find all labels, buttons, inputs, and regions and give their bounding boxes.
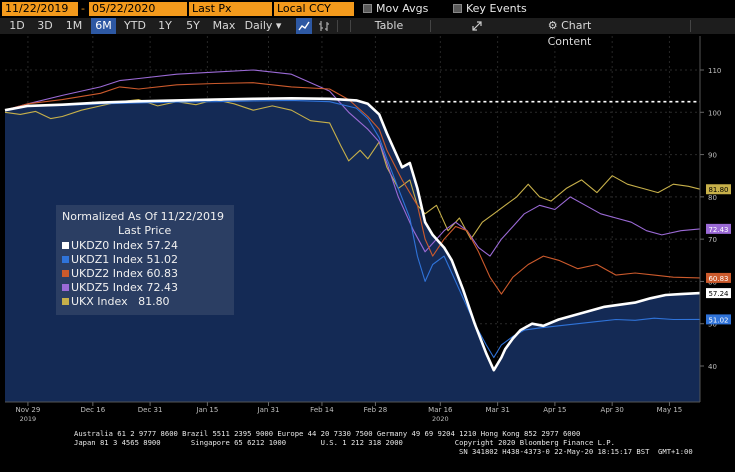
ukdz1-last-value-label: 51.02 — [708, 316, 728, 324]
ukdz1-series-line — [4, 99, 701, 359]
legend-item-label: UKDZ5 Index 72.43 — [71, 281, 179, 294]
x-tick-label: Nov 29 — [16, 406, 41, 414]
price-field-dropdown[interactable]: Last Px — [189, 2, 272, 16]
x-tick-label: Apr 15 — [543, 406, 566, 414]
chart-content-label: Chart Content — [547, 19, 592, 48]
y-tick-label: 70 — [708, 236, 717, 244]
ukx-last-value-label: 81.80 — [708, 186, 728, 194]
legend-item-label: UKDZ0 Index 57.24 — [71, 239, 179, 252]
x-tick-label: May 15 — [657, 406, 683, 414]
x-tick-label: Feb 28 — [364, 406, 388, 414]
period-6m[interactable]: 6M — [91, 18, 116, 34]
toolbar-divider — [337, 20, 338, 32]
legend-item[interactable]: UKX Index 81.80 — [62, 295, 170, 308]
line-chart-icon[interactable] — [296, 18, 312, 34]
legend-item-label: UKX Index 81.80 — [71, 295, 170, 308]
date-range-dash: - — [81, 2, 85, 15]
chevron-down-icon: ▾ — [275, 19, 282, 32]
legend-swatch — [62, 256, 69, 263]
toolbar-divider — [350, 20, 351, 32]
x-tick-label: Jan 31 — [257, 406, 280, 414]
footer-copyright-line: Japan 81 3 4565 8900 Singapore 65 6212 1… — [74, 438, 615, 447]
x-tick-label: Apr 30 — [601, 406, 624, 414]
x-tick-label: Dec 16 — [80, 406, 105, 414]
series-layer — [4, 69, 701, 372]
start-date-field[interactable]: 11/22/2019 — [2, 2, 78, 16]
y-tick-label: 50 — [708, 321, 717, 329]
legend-item[interactable]: UKDZ0 Index 57.24 — [62, 239, 178, 252]
period-max[interactable]: Max — [212, 19, 236, 32]
period-toolbar: 1D 3D 1M 6M YTD 1Y 5Y Max Daily ▾ Table … — [0, 18, 735, 48]
bar-chart-icon[interactable] — [317, 18, 331, 34]
toolbar-divider — [690, 20, 691, 32]
legend-swatch — [62, 284, 69, 291]
ukdz5-last-value-label: 72.43 — [708, 226, 728, 234]
ukdz2-series-line — [4, 82, 701, 295]
legend-subtitle: Last Price — [118, 224, 172, 237]
x-tick-label: Dec 31 — [138, 406, 163, 414]
legend-item[interactable]: UKDZ5 Index 72.43 — [62, 281, 178, 294]
frequency-label: Daily — [244, 19, 273, 32]
expand-icon[interactable] — [470, 18, 484, 34]
period-1y[interactable]: 1Y — [158, 19, 172, 32]
last-value-tags: 81.80 72.43 60.83 57.24 51.02 — [706, 184, 731, 325]
y-tick-label: 100 — [708, 109, 721, 117]
toolbar-divider — [430, 20, 431, 32]
end-date-field[interactable]: 05/22/2020 — [89, 2, 187, 16]
ukdz0-area-fill — [5, 98, 700, 403]
x-tick-label: Jan 15 — [195, 406, 218, 414]
key-events-checkbox[interactable] — [453, 4, 462, 13]
ukdz0-last-value-tag — [706, 288, 731, 299]
ukdz2-last-value-label: 60.83 — [708, 275, 728, 283]
y-tick-label: 40 — [708, 363, 717, 371]
table-button[interactable]: Table — [374, 19, 404, 32]
footer-session-line: SN 341802 H438-4373-0 22-May-20 18:15:17… — [459, 447, 693, 456]
legend-item-label: UKDZ1 Index 51.02 — [71, 253, 179, 266]
legend-item[interactable]: UKDZ1 Index 51.02 — [62, 253, 178, 266]
legend-item[interactable]: UKDZ2 Index 60.83 — [62, 267, 178, 280]
chart-content-button[interactable]: ⚙ Chart Content — [527, 18, 612, 48]
ukdz0-series-line — [4, 97, 701, 372]
currency-dropdown[interactable]: Local CCY — [274, 2, 354, 16]
ukdz1-last-value-tag — [706, 314, 731, 325]
x-year-label: 2019 — [20, 415, 37, 423]
period-1d[interactable]: 1D — [9, 19, 25, 32]
ukdz0-last-value-label: 57.24 — [708, 290, 729, 298]
period-ytd[interactable]: YTD — [124, 19, 146, 32]
mov-avgs-label: Mov Avgs — [376, 2, 429, 15]
mov-avgs-checkbox[interactable] — [363, 4, 372, 13]
legend-swatch — [62, 270, 69, 277]
key-events-label: Key Events — [466, 2, 527, 15]
ukdz5-last-value-tag — [706, 223, 731, 234]
gear-icon: ⚙ — [547, 19, 558, 32]
ukdz5-series-line — [4, 69, 701, 257]
legend-item-label: UKDZ2 Index 60.83 — [71, 267, 179, 280]
x-tick-label: Feb 14 — [310, 406, 334, 414]
frequency-dropdown[interactable]: Daily ▾ — [243, 18, 283, 34]
ukdz2-last-value-tag — [706, 272, 731, 283]
y-tick-label: 90 — [708, 152, 717, 160]
x-tick-label: Mar 16 — [428, 406, 453, 414]
x-tick-label: Mar 31 — [485, 406, 509, 414]
ukx-last-value-tag — [706, 184, 731, 195]
legend-swatch — [62, 242, 69, 249]
y-tick-label: 110 — [708, 67, 721, 75]
period-3d[interactable]: 3D — [37, 19, 53, 32]
legend-swatch — [62, 298, 69, 305]
footer-contacts-line: Australia 61 2 9777 8600 Brazil 5511 239… — [74, 429, 581, 438]
period-5y[interactable]: 5Y — [186, 19, 200, 32]
period-1m[interactable]: 1M — [65, 19, 83, 32]
x-year-label: 2020 — [432, 415, 449, 423]
y-tick-label: 80 — [708, 194, 717, 202]
chart-legend[interactable]: Normalized As Of 11/22/2019 Last Price U… — [56, 205, 234, 315]
top-input-bar: 11/22/2019 - 05/22/2020 Last Px Local CC… — [0, 0, 735, 18]
legend-title: Normalized As Of 11/22/2019 — [62, 210, 225, 223]
